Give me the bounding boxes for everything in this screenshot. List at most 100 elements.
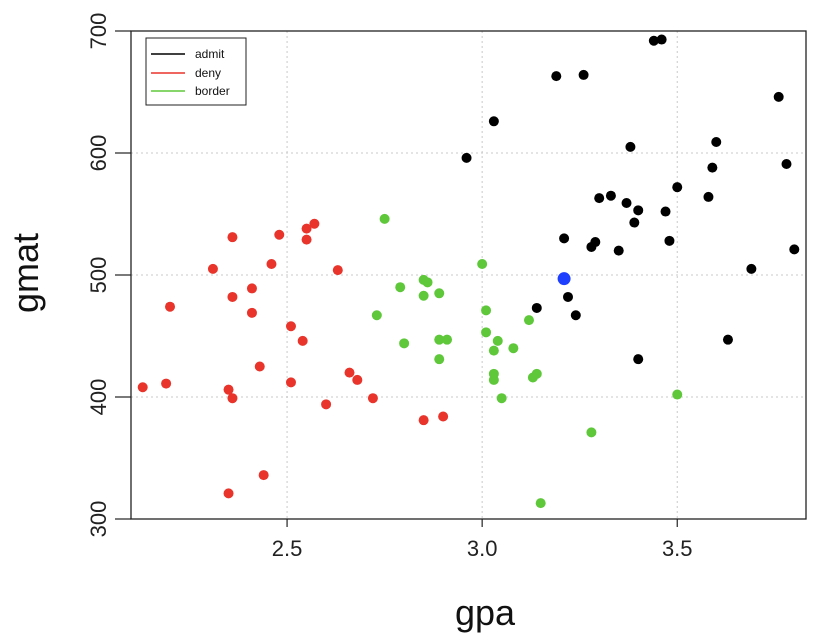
point-border-1 bbox=[477, 259, 488, 270]
point-admit-12 bbox=[594, 193, 605, 204]
point-admit-7 bbox=[625, 141, 636, 152]
point-deny-3 bbox=[274, 229, 285, 240]
point-border-24 bbox=[586, 427, 597, 438]
point-deny-6 bbox=[207, 263, 218, 274]
point-border-6 bbox=[418, 290, 429, 301]
point-deny-23 bbox=[321, 399, 332, 410]
point-border-10 bbox=[481, 327, 492, 338]
point-deny-5 bbox=[266, 259, 277, 270]
point-admit-16 bbox=[660, 206, 671, 217]
x-tick-label-2: 3.5 bbox=[662, 536, 693, 561]
point-deny-8 bbox=[246, 283, 257, 294]
point-admit-18 bbox=[629, 217, 640, 228]
point-deny-18 bbox=[161, 378, 172, 389]
point-border-16 bbox=[488, 345, 499, 356]
y-tick-label-2: 500 bbox=[86, 257, 111, 294]
point-deny-11 bbox=[246, 307, 257, 318]
point-deny-25 bbox=[418, 415, 429, 426]
point-deny-17 bbox=[285, 377, 296, 388]
point-border-20 bbox=[527, 372, 538, 383]
point-admit-0 bbox=[648, 35, 659, 46]
point-admit-2 bbox=[551, 71, 562, 82]
point-admit-28 bbox=[570, 310, 581, 321]
point-admit-14 bbox=[621, 198, 632, 209]
point-deny-16 bbox=[352, 374, 363, 385]
point-admit-26 bbox=[562, 291, 573, 302]
legend-label-admit: admit bbox=[195, 47, 225, 61]
point-admit-22 bbox=[586, 241, 597, 252]
point-border-5 bbox=[434, 288, 445, 299]
point-border-17 bbox=[434, 354, 445, 365]
data-points bbox=[137, 34, 800, 509]
x-tick-label-1: 3.0 bbox=[467, 536, 498, 561]
y-tick-label-1: 400 bbox=[86, 379, 111, 416]
legend-label-deny: deny bbox=[195, 66, 221, 80]
point-admit-10 bbox=[781, 158, 792, 169]
point-admit-5 bbox=[488, 116, 499, 127]
x-axis-title: gpa bbox=[455, 592, 516, 633]
point-border-4 bbox=[395, 282, 406, 293]
point-admit-23 bbox=[613, 245, 624, 256]
y-tick-label-4: 700 bbox=[86, 13, 111, 50]
point-admit-11 bbox=[672, 182, 683, 193]
point-highlight-0 bbox=[557, 272, 571, 286]
point-border-3 bbox=[422, 277, 433, 288]
point-deny-12 bbox=[285, 321, 296, 332]
legend-box bbox=[145, 37, 247, 106]
y-axis: 300 400 500 600 700 bbox=[86, 13, 131, 538]
point-admit-6 bbox=[461, 152, 472, 163]
point-admit-3 bbox=[578, 69, 589, 80]
point-deny-15 bbox=[344, 367, 355, 378]
grid bbox=[131, 30, 806, 520]
point-deny-2 bbox=[227, 232, 238, 243]
point-admit-8 bbox=[711, 137, 722, 148]
point-admit-19 bbox=[559, 233, 570, 244]
point-deny-21 bbox=[227, 393, 238, 404]
legend: admit deny border bbox=[145, 37, 247, 106]
point-deny-10 bbox=[165, 301, 176, 312]
point-deny-22 bbox=[367, 393, 378, 404]
point-border-13 bbox=[492, 335, 503, 346]
point-border-11 bbox=[434, 334, 445, 345]
point-deny-26 bbox=[258, 470, 269, 481]
point-admit-29 bbox=[722, 334, 733, 345]
point-deny-9 bbox=[227, 291, 238, 302]
point-admit-15 bbox=[633, 205, 644, 216]
point-admit-13 bbox=[605, 190, 616, 201]
point-deny-14 bbox=[254, 361, 265, 372]
x-axis: 2.5 3.0 3.5 bbox=[272, 519, 693, 561]
y-tick-label-0: 300 bbox=[86, 501, 111, 538]
y-tick-label-3: 600 bbox=[86, 135, 111, 172]
point-admit-4 bbox=[773, 91, 784, 102]
point-deny-20 bbox=[223, 384, 234, 395]
point-deny-24 bbox=[438, 411, 449, 422]
point-admit-9 bbox=[707, 162, 718, 173]
point-border-0 bbox=[379, 213, 390, 224]
y-axis-title: gmat bbox=[5, 233, 46, 313]
point-deny-13 bbox=[297, 335, 308, 346]
point-border-22 bbox=[672, 389, 683, 400]
point-border-9 bbox=[523, 315, 534, 326]
point-deny-27 bbox=[223, 488, 234, 499]
point-border-12 bbox=[442, 334, 453, 345]
point-admit-20 bbox=[664, 235, 675, 246]
legend-label-border: border bbox=[195, 84, 230, 98]
point-admit-24 bbox=[789, 244, 800, 255]
point-admit-30 bbox=[633, 354, 644, 365]
point-border-8 bbox=[371, 310, 382, 321]
point-admit-17 bbox=[703, 191, 714, 202]
x-tick-label-0: 2.5 bbox=[272, 536, 303, 561]
point-border-25 bbox=[535, 498, 546, 509]
point-border-21 bbox=[488, 374, 499, 385]
point-border-14 bbox=[399, 338, 410, 349]
point-admit-1 bbox=[656, 34, 667, 45]
point-deny-1 bbox=[301, 223, 312, 234]
point-deny-19 bbox=[137, 382, 148, 393]
point-deny-7 bbox=[332, 265, 343, 276]
point-deny-4 bbox=[301, 234, 312, 245]
point-deny-0 bbox=[309, 218, 320, 229]
point-border-15 bbox=[508, 343, 519, 354]
point-border-7 bbox=[481, 305, 492, 316]
point-admit-27 bbox=[531, 302, 542, 313]
